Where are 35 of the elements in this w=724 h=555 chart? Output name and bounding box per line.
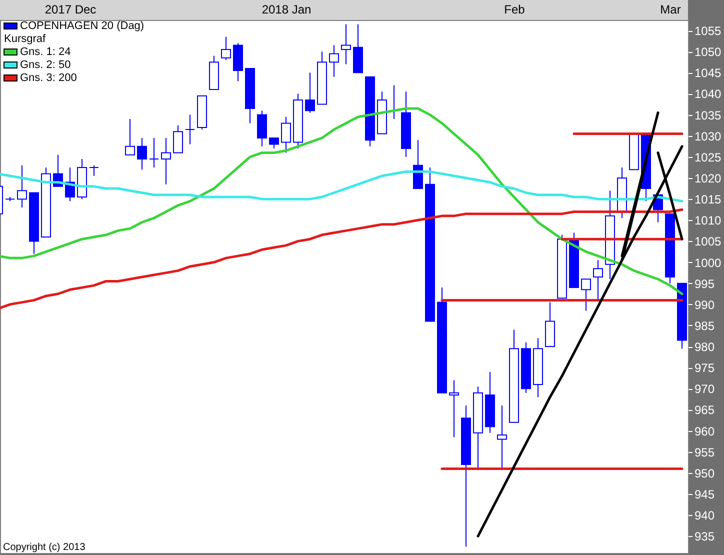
x-tick-label: Feb: [504, 2, 526, 16]
y-tick-label: 970: [694, 382, 715, 396]
legend-label: Gns. 1: 24: [20, 46, 71, 58]
y-tick-label: 940: [694, 508, 715, 523]
y-tick-label: 1005: [694, 234, 722, 249]
x-tick-label: 2018 Jan: [262, 2, 312, 16]
annotation: Copyright (c) 2013: [3, 542, 86, 553]
x-tick-label: 2017 Dec: [44, 2, 96, 16]
y-tick-label: 965: [694, 403, 715, 418]
legend-label: Gns. 2: 50: [20, 59, 71, 71]
y-tick-label: 985: [694, 318, 715, 333]
y-tick-label: 1045: [694, 66, 722, 80]
y-tick-label: 980: [694, 340, 715, 354]
y-tick-label: 935: [694, 530, 715, 544]
y-tick-label: 960: [694, 424, 715, 438]
y-tick-label: 950: [694, 466, 715, 480]
y-tick-label: 1055: [694, 24, 722, 38]
y-tick-label: 1040: [694, 87, 722, 102]
legend-label: COPENHAGEN 20 (Dag): [20, 20, 144, 32]
y-tick-label: 990: [694, 298, 715, 312]
y-tick-label: 975: [694, 361, 715, 376]
legend-label: Gns. 3: 200: [20, 72, 77, 84]
y-tick-label: 1030: [694, 129, 722, 144]
y-tick-label: 1020: [694, 172, 722, 186]
y-tick-label: 1050: [694, 45, 722, 60]
y-tick-label: 955: [694, 445, 715, 460]
y-tick-label: 1035: [694, 108, 722, 122]
legend-title: Kursgraf: [4, 33, 47, 45]
y-tick-label: 1015: [694, 192, 722, 207]
y-tick-label: 945: [694, 488, 715, 502]
y-tick-label: 1000: [694, 256, 722, 270]
y-tick-label: 995: [694, 276, 715, 291]
x-tick-label: Mar: [660, 2, 681, 16]
y-tick-label: 1025: [694, 150, 722, 164]
y-tick-label: 1010: [694, 214, 722, 228]
